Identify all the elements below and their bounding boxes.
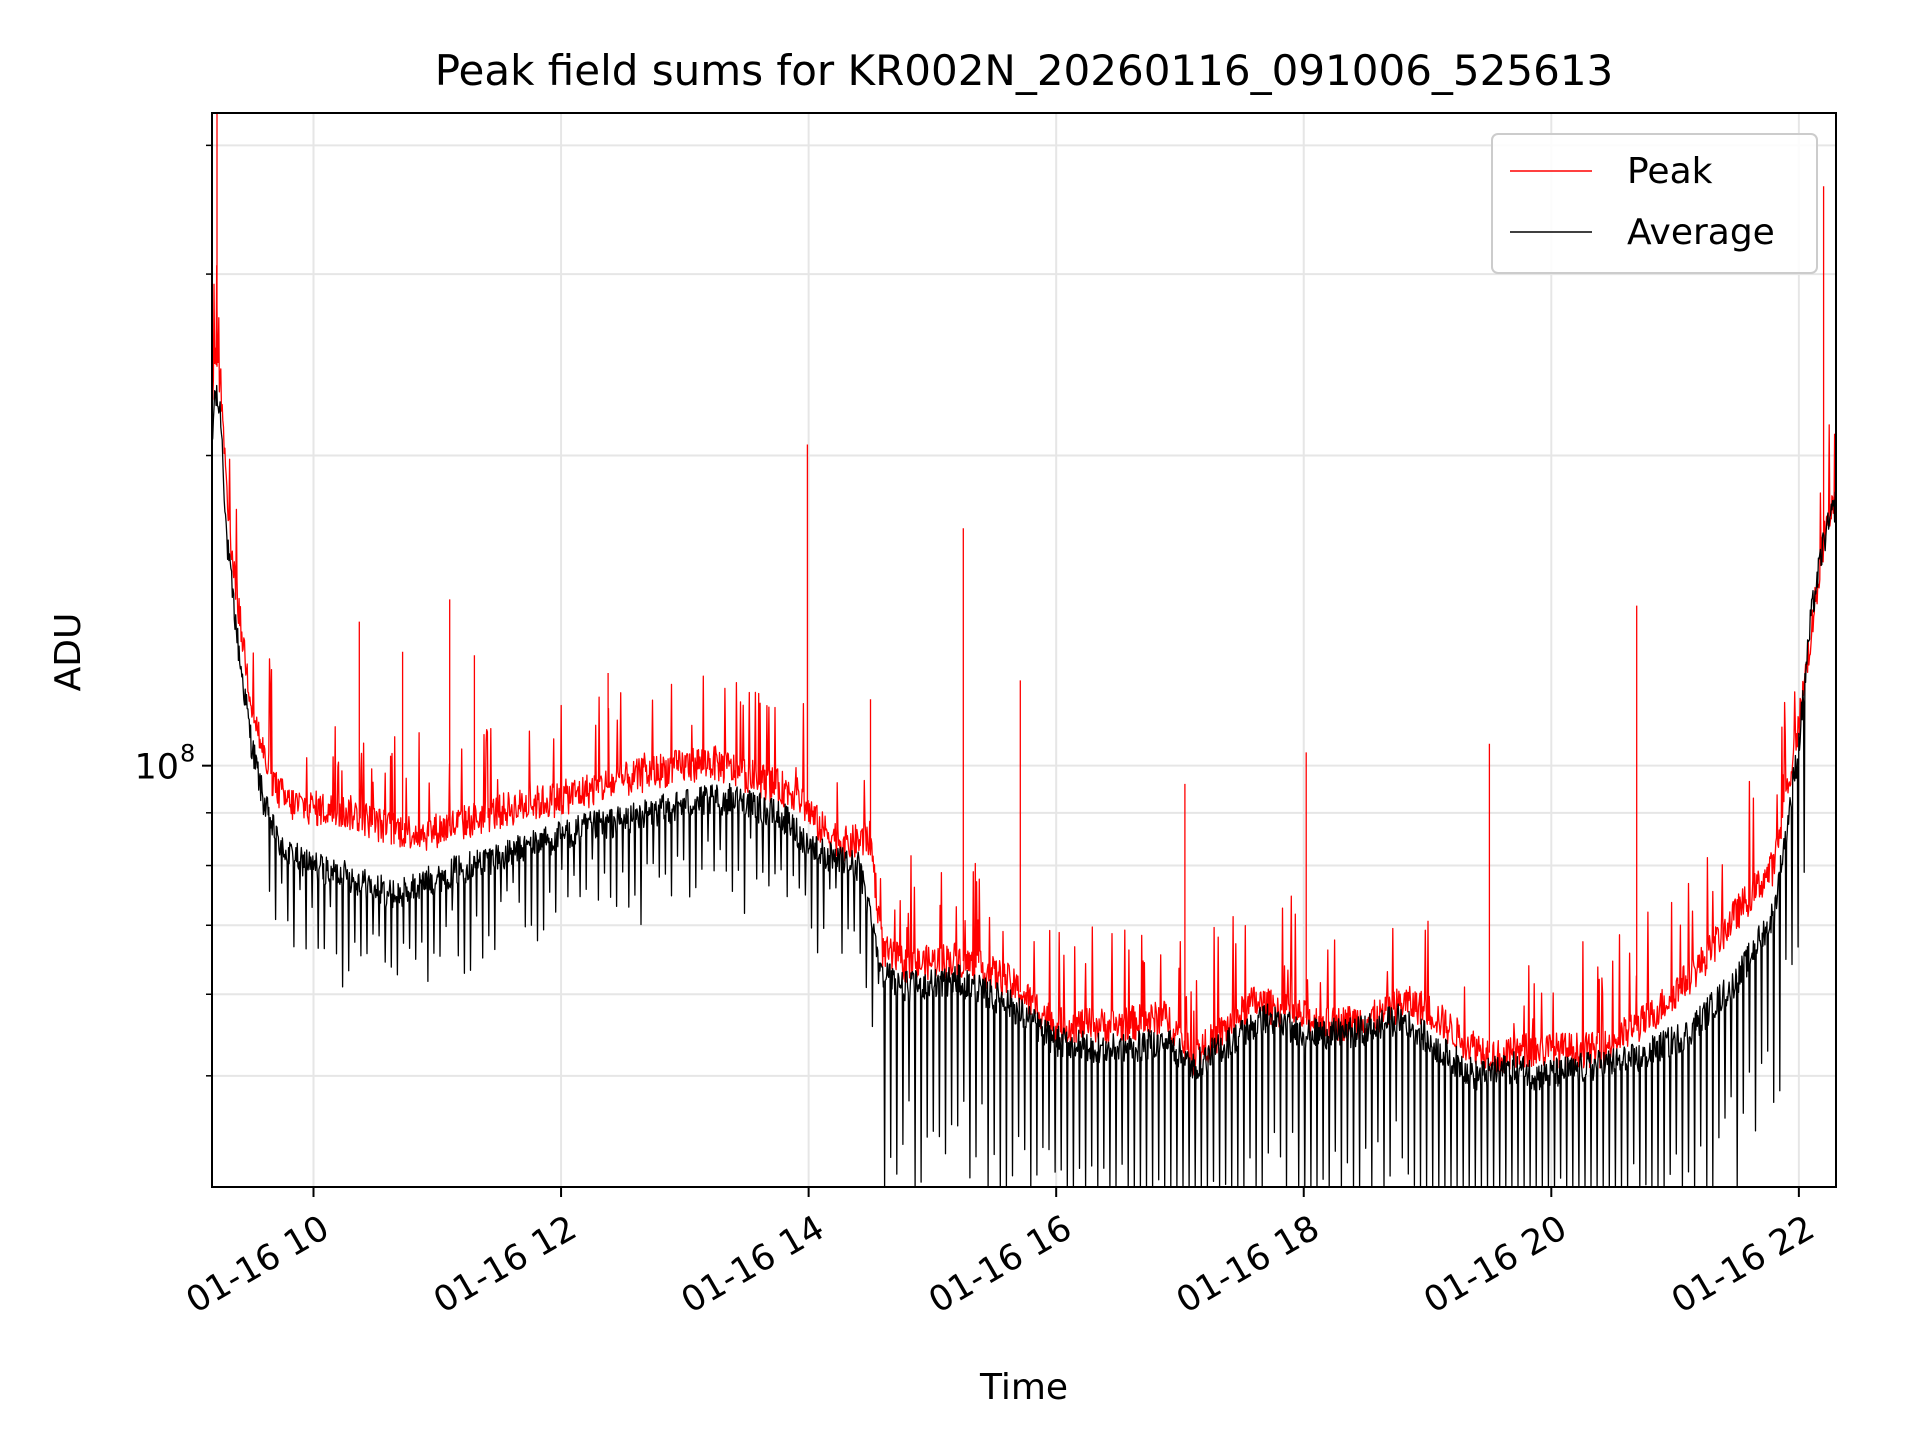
legend-peak-label: Peak	[1627, 151, 1713, 192]
peak-series-line	[211, 113, 1837, 1076]
chart-title: Peak field sums for KR002N_20260116_0910…	[435, 46, 1614, 95]
plot-frame	[211, 112, 1837, 1188]
average-series-line	[211, 384, 1837, 1188]
y-tick-label: 10	[134, 748, 179, 788]
x-axis-label: Time	[979, 1367, 1068, 1408]
y-axis-label: ADU	[48, 613, 89, 692]
series-layer	[211, 113, 1837, 1188]
legend-average-label: Average	[1627, 212, 1775, 253]
legend: Peak Average	[1491, 133, 1818, 274]
legend-box	[1491, 133, 1818, 274]
y-tick-label-exponent: 8	[180, 740, 195, 768]
